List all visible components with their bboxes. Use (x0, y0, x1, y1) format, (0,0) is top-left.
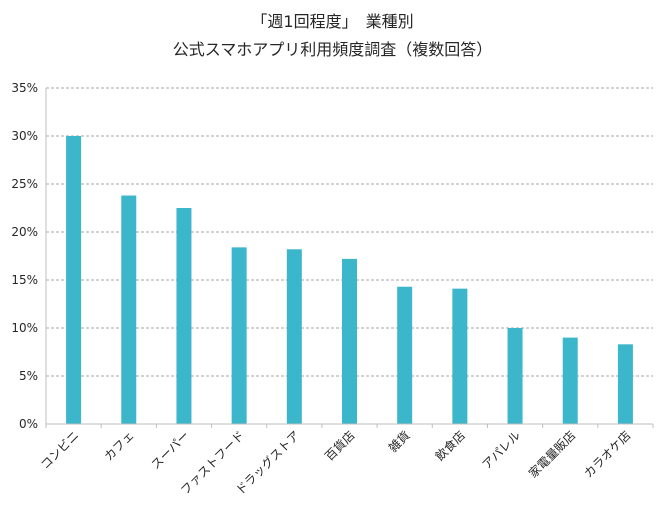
x-tick-label: スーパー (148, 428, 192, 472)
y-tick-label: 5% (19, 369, 38, 383)
chart-title-line-2: 公式スマホアプリ利用頻度調査（複数回答） (172, 40, 493, 59)
chart-title-line-1: 「週1回程度」 業種別 (251, 12, 414, 31)
y-tick-labels: 0% 5% 10% 15% 20% 25% 30% 35% (11, 81, 38, 431)
y-tick-label: 35% (11, 81, 38, 95)
x-tick-label: カフェ (102, 428, 137, 463)
bar (66, 136, 82, 424)
bar (562, 337, 578, 424)
bar (342, 258, 357, 424)
bar (176, 208, 192, 424)
bar (507, 328, 523, 424)
y-tick-label: 30% (11, 129, 38, 143)
bar (397, 286, 413, 424)
bar (121, 195, 137, 424)
x-tick-label: 雑貨 (385, 428, 413, 456)
gridlines (46, 87, 653, 377)
x-tick-label: カラオケ店 (581, 428, 633, 480)
y-tick-label: 0% (19, 417, 38, 431)
chart-title: 「週1回程度」 業種別 公式スマホアプリ利用頻度調査（複数回答） (0, 8, 665, 64)
y-tick-label: 20% (11, 225, 38, 239)
x-tick-label: コンビニ (38, 428, 82, 472)
bar (231, 247, 247, 424)
y-tick-label: 15% (11, 273, 38, 287)
y-tick-label: 10% (11, 321, 38, 335)
bar (286, 249, 302, 424)
y-tick-label: 25% (11, 177, 38, 191)
bars (66, 136, 633, 424)
x-tick-label: 百貨店 (322, 428, 358, 464)
x-tick-label: アパレル (479, 428, 523, 472)
x-tick-label: 飲食店 (432, 428, 468, 464)
bar (452, 288, 468, 424)
bar (617, 344, 633, 424)
axes (45, 88, 654, 428)
x-tick-label: 家電量販店 (525, 428, 578, 481)
